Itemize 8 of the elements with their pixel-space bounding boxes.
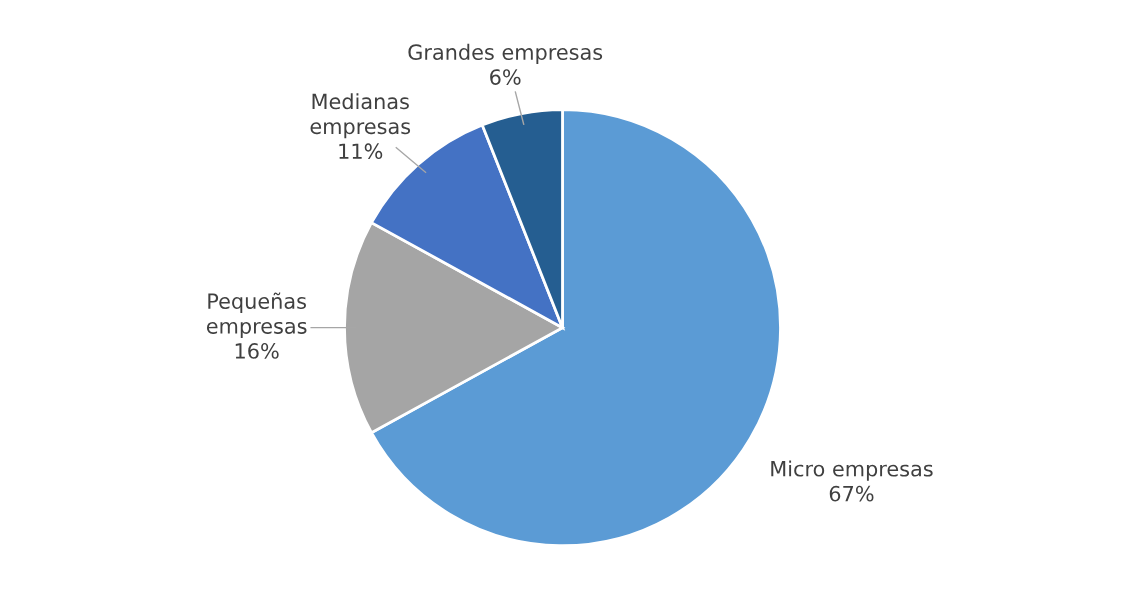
slice-label: Micro empresas	[771, 460, 933, 481]
data-label: 67%	[829, 485, 874, 502]
slice-label: Medianas empresas	[310, 93, 411, 139]
data-label: 16%	[235, 343, 279, 359]
data-label: 6%	[490, 69, 521, 85]
data-label: 11%	[339, 143, 383, 160]
slice-label: Grandes empresas	[408, 43, 603, 65]
slice-label: Pequeñas empresas	[206, 292, 307, 338]
